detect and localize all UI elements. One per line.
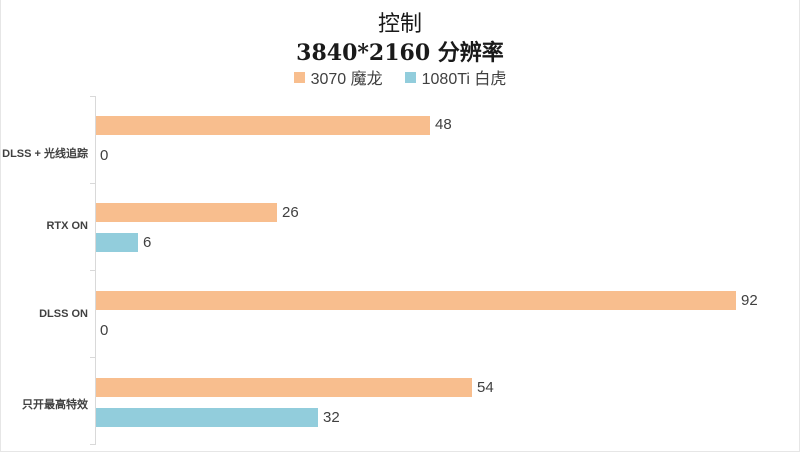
bar-3070-dlss-on[interactable]: [96, 291, 736, 310]
value-label: 48: [435, 116, 452, 133]
value-label: 0: [100, 147, 109, 164]
value-label: 0: [100, 322, 109, 339]
category-label: DLSS + 光线追踪: [2, 148, 88, 160]
chart-title: 控制: [377, 12, 422, 37]
bar-3070-max-effects[interactable]: [96, 378, 472, 397]
value-label: 92: [741, 292, 758, 309]
chart-subtitle: 3840*2160 分辨率: [296, 40, 504, 66]
bar-1080ti-max-effects[interactable]: [96, 408, 318, 427]
axis-tick: [90, 270, 96, 271]
bar-3070-rtx-on[interactable]: [96, 203, 277, 222]
legend-swatch-orange-icon: [293, 71, 305, 83]
value-label: 26: [282, 204, 299, 221]
category-label: 只开最高特效: [22, 399, 88, 411]
legend-label: 3070 魔龙: [310, 71, 383, 88]
legend: 3070 魔龙 1080Ti 白虎: [0, 65, 800, 89]
legend-swatch-blue-icon: [404, 71, 416, 83]
category-label: RTX ON: [46, 220, 88, 232]
value-label: 32: [323, 409, 340, 426]
axis-tick: [90, 357, 96, 358]
value-label: 54: [477, 379, 494, 396]
category-label: DLSS ON: [39, 308, 88, 320]
axis-tick: [90, 96, 96, 97]
axis-tick: [90, 183, 96, 184]
bar-1080ti-rtx-on[interactable]: [96, 233, 138, 252]
legend-item-3070[interactable]: 3070 魔龙: [293, 65, 383, 89]
bar-3070-dlss-rt[interactable]: [96, 116, 430, 135]
legend-label: 1080Ti 白虎: [421, 71, 507, 88]
axis-tick: [90, 444, 96, 445]
value-label: 6: [143, 234, 152, 251]
legend-item-1080ti[interactable]: 1080Ti 白虎: [404, 65, 507, 89]
